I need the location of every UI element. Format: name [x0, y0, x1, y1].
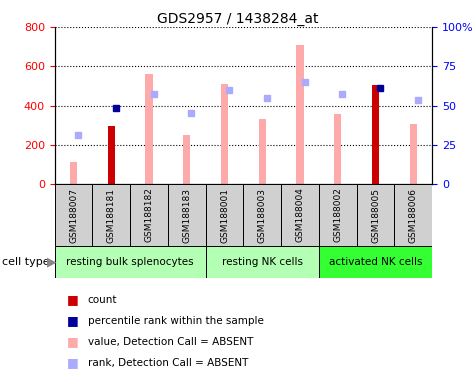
Bar — [319, 246, 432, 278]
Bar — [319, 184, 357, 246]
Text: GSM188006: GSM188006 — [409, 187, 418, 243]
Bar — [55, 246, 206, 278]
Text: GSM188007: GSM188007 — [69, 187, 78, 243]
Bar — [130, 184, 168, 246]
Text: ■: ■ — [66, 314, 78, 327]
Text: GSM188003: GSM188003 — [258, 187, 267, 243]
Bar — [55, 184, 92, 246]
Bar — [206, 246, 319, 278]
Bar — [410, 124, 417, 184]
Text: percentile rank within the sample: percentile rank within the sample — [88, 316, 264, 326]
Text: GSM188001: GSM188001 — [220, 187, 229, 243]
Text: GSM188004: GSM188004 — [295, 188, 304, 242]
Bar — [183, 135, 190, 184]
Bar — [168, 184, 206, 246]
Bar — [395, 184, 432, 246]
Bar — [334, 114, 342, 184]
Text: GSM188183: GSM188183 — [182, 187, 191, 243]
Bar — [296, 45, 304, 184]
Text: rank, Detection Call = ABSENT: rank, Detection Call = ABSENT — [88, 358, 248, 368]
Bar — [372, 85, 379, 184]
Text: ■: ■ — [66, 335, 78, 348]
Bar — [243, 184, 281, 246]
Bar — [70, 162, 77, 184]
Text: GSM188005: GSM188005 — [371, 187, 380, 243]
Text: count: count — [88, 295, 117, 305]
Text: cell type: cell type — [2, 257, 50, 267]
Text: GSM188181: GSM188181 — [107, 187, 116, 243]
Bar — [145, 74, 152, 184]
Text: resting NK cells: resting NK cells — [222, 257, 303, 267]
Text: GDS2957 / 1438284_at: GDS2957 / 1438284_at — [157, 12, 318, 25]
Bar — [281, 184, 319, 246]
Text: ■: ■ — [66, 293, 78, 306]
Text: ▶: ▶ — [47, 256, 56, 268]
Bar — [92, 184, 130, 246]
Bar — [259, 119, 266, 184]
Text: ■: ■ — [66, 356, 78, 369]
Text: activated NK cells: activated NK cells — [329, 257, 422, 267]
Text: value, Detection Call = ABSENT: value, Detection Call = ABSENT — [88, 337, 253, 347]
Text: GSM188002: GSM188002 — [333, 188, 342, 242]
Bar — [221, 84, 228, 184]
Bar — [206, 184, 243, 246]
Text: GSM188182: GSM188182 — [144, 188, 153, 242]
Bar — [357, 184, 394, 246]
Text: resting bulk splenocytes: resting bulk splenocytes — [66, 257, 194, 267]
Bar — [108, 126, 115, 184]
